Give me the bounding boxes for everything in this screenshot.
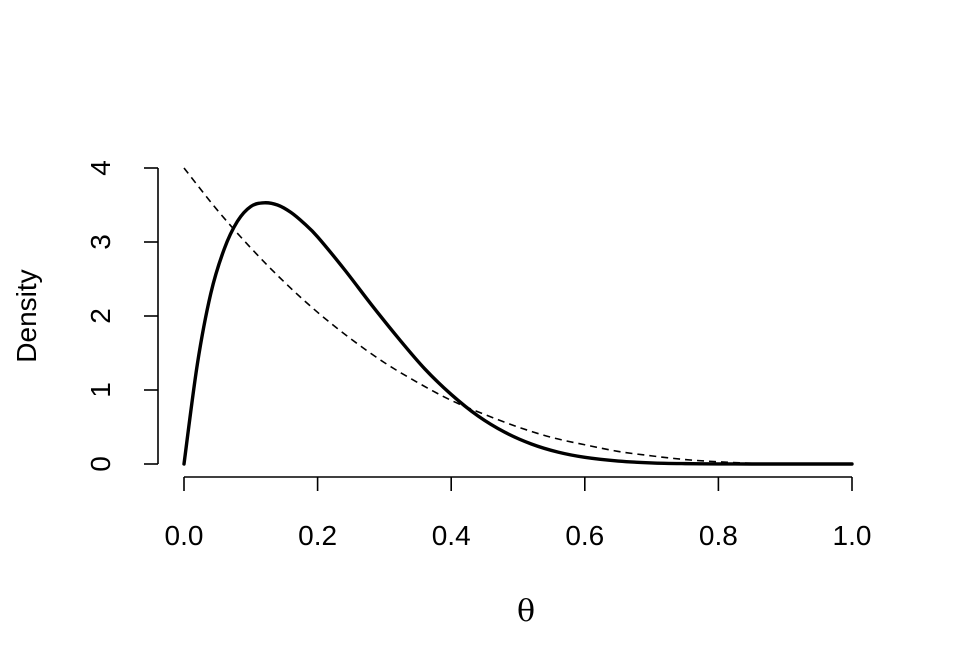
y-tick-label: 1	[85, 382, 116, 398]
dashed-density-curve	[183, 167, 853, 465]
x-axis: 0.0 0.2 0.4 0.6 0.8 1.0	[165, 476, 872, 551]
x-tick-label: 0.8	[699, 520, 738, 551]
x-tick-label: 0.6	[565, 520, 604, 551]
y-axis-label: Density	[11, 269, 42, 362]
y-axis: 0 1 2 3 4	[85, 160, 159, 472]
series-layer	[182, 167, 854, 466]
y-tick-label: 0	[85, 456, 116, 472]
x-tick-label: 0.4	[432, 520, 471, 551]
solid-density-curve	[182, 201, 854, 466]
y-tick-label: 3	[85, 234, 116, 250]
x-tick-label: 0.0	[165, 520, 204, 551]
x-tick-label: 0.2	[298, 520, 337, 551]
x-tick-label: 1.0	[833, 520, 872, 551]
y-tick-label: 4	[85, 160, 116, 176]
y-tick-label: 2	[85, 308, 116, 324]
x-axis-label: θ	[517, 594, 535, 629]
